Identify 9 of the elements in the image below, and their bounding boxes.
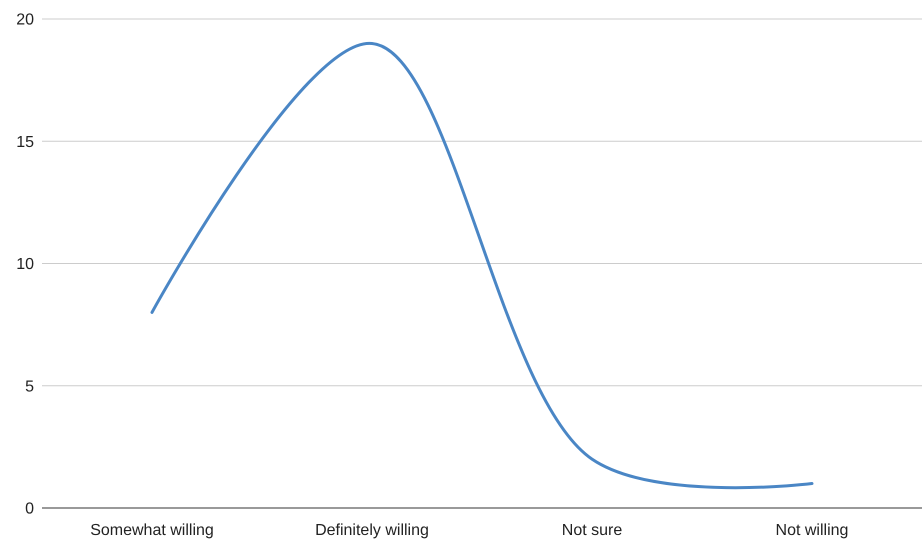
y-tick-label: 20 (16, 12, 34, 29)
y-tick-label: 10 (16, 256, 34, 274)
x-tick-label: Definitely willing (315, 522, 429, 539)
x-tick-label: Not sure (562, 522, 622, 539)
x-tick-label: Not willing (776, 522, 848, 539)
y-tick-label: 0 (25, 500, 34, 518)
y-tick-label: 15 (16, 134, 34, 151)
x-tick-label: Somewhat willing (90, 522, 214, 539)
y-tick-label: 5 (25, 378, 34, 396)
